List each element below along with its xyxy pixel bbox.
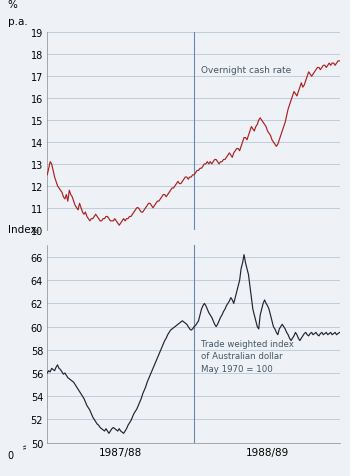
Text: %: %	[8, 0, 18, 10]
Text: Overnight cash rate: Overnight cash rate	[202, 66, 292, 75]
Text: Trade weighted index
of Australian dollar
May 1970 = 100: Trade weighted index of Australian dolla…	[202, 339, 294, 373]
Text: $\approx$: $\approx$	[30, 225, 41, 235]
Text: 0: 0	[8, 451, 14, 461]
Text: Index: Index	[8, 224, 36, 234]
Text: p.a.: p.a.	[8, 18, 28, 28]
